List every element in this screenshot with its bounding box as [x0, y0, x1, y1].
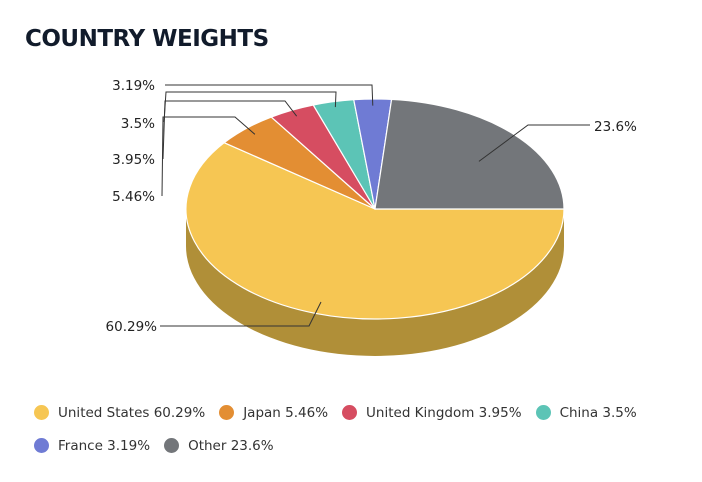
- legend-item-japan[interactable]: Japan 5.46%: [219, 405, 328, 421]
- legend-row: United States 60.29% Japan 5.46% United …: [34, 396, 674, 429]
- chart-title: COUNTRY WEIGHTS: [25, 26, 269, 52]
- legend-item-united-states[interactable]: United States 60.29%: [34, 405, 205, 421]
- pie-chart: 60.29% 5.46% 3.95% 3.5% 3.19% 23.6%: [106, 78, 638, 356]
- legend-dot-united-states: [34, 405, 49, 420]
- legend-dot-other: [164, 438, 180, 453]
- data-label-united-kingdom: 3.95%: [112, 152, 155, 168]
- pie-sides: [186, 209, 564, 356]
- data-label-china: 3.5%: [121, 116, 155, 132]
- leader-line-united-kingdom: [162, 100, 298, 160]
- leader-line-china: [163, 91, 337, 123]
- leader-line-other: [478, 124, 590, 162]
- legend-label-other: Other 23.6%: [188, 437, 274, 454]
- data-label-france: 3.19%: [112, 78, 155, 94]
- pie-slices: [185, 98, 565, 320]
- leader-line-france: [165, 84, 374, 106]
- legend-row: France 3.19% Other 23.6%: [34, 429, 674, 462]
- legend-label-united-kingdom: United Kingdom 3.95%: [366, 404, 522, 421]
- leader-line-japan: [161, 116, 256, 197]
- legend-item-united-kingdom[interactable]: United Kingdom 3.95%: [342, 405, 522, 421]
- data-label-japan: 5.46%: [112, 189, 155, 205]
- legend-label-china: China 3.5%: [559, 404, 637, 421]
- legend-dot-japan: [219, 405, 235, 420]
- legend-label-france: France 3.19%: [58, 437, 151, 454]
- legend-item-other[interactable]: Other 23.6%: [164, 438, 274, 454]
- pie-side-united-states: [186, 209, 564, 356]
- data-labels: 60.29% 5.46% 3.95% 3.5% 3.19% 23.6%: [106, 78, 638, 335]
- legend: United States 60.29% Japan 5.46% United …: [34, 396, 674, 462]
- legend-dot-france: [34, 438, 49, 453]
- legend-label-japan: Japan 5.46%: [243, 404, 329, 421]
- data-label-united-states: 60.29%: [106, 319, 158, 335]
- legend-label-united-states: United States 60.29%: [58, 404, 206, 421]
- leader-line-united-states: [160, 301, 322, 327]
- legend-dot-china: [535, 405, 551, 420]
- legend-item-china[interactable]: China 3.5%: [535, 404, 637, 421]
- legend-dot-united-kingdom: [342, 405, 358, 420]
- legend-item-france[interactable]: France 3.19%: [34, 438, 150, 454]
- data-label-other: 23.6%: [594, 119, 637, 135]
- pie-slice-other[interactable]: [374, 98, 565, 210]
